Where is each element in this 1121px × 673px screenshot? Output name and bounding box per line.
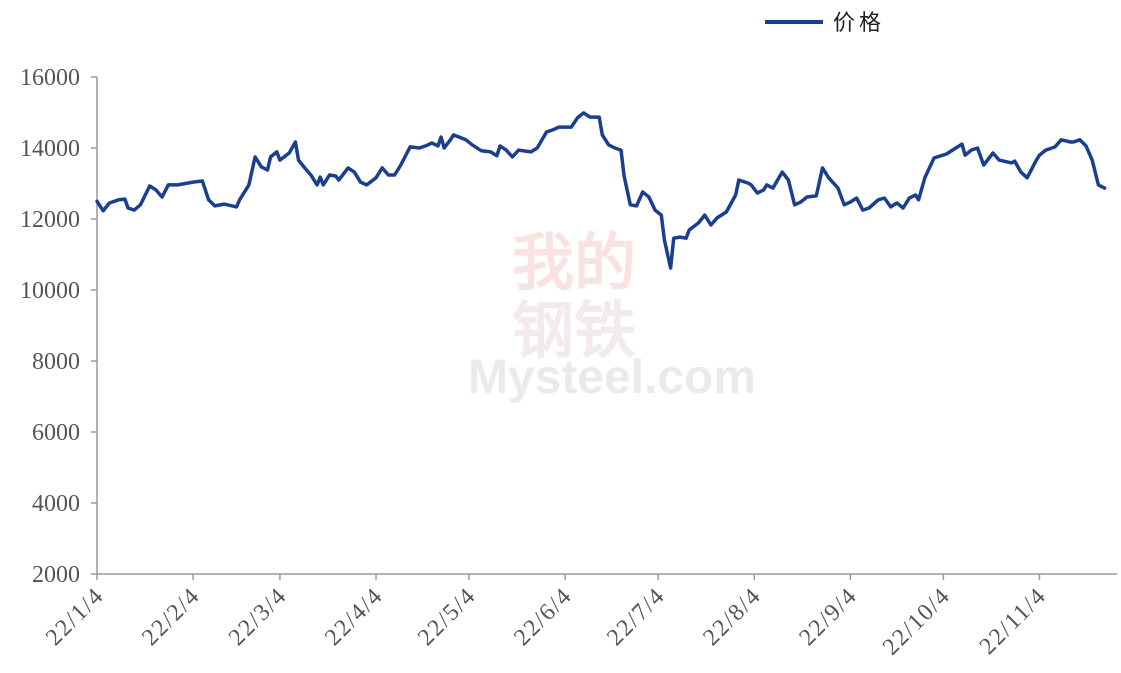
legend-label: 价格 bbox=[833, 10, 885, 35]
x-tick-label: 22/9/4 bbox=[794, 583, 862, 651]
x-axis-ticks: 22/1/4 22/2/4 22/3/4 22/4/4 22/5/4 22/6/4 22/7… bbox=[41, 574, 1052, 661]
watermark-text-line2: 钢铁 bbox=[512, 294, 636, 367]
watermark-text-line1: 我的 bbox=[512, 226, 636, 299]
x-tick-label: 22/6/4 bbox=[509, 583, 577, 651]
x-tick-label: 22/8/4 bbox=[698, 583, 766, 651]
x-tick-label: 22/4/4 bbox=[320, 583, 388, 651]
y-tick-label: 8000 bbox=[32, 349, 80, 375]
x-tick-label: 22/3/4 bbox=[224, 583, 292, 651]
price-series-line bbox=[95, 111, 1107, 270]
y-tick-label: 6000 bbox=[32, 420, 80, 446]
axes bbox=[96, 77, 1117, 575]
watermark: 我的 钢铁 Mysteel.com bbox=[468, 226, 756, 404]
x-tick-label: 22/11/4 bbox=[975, 583, 1052, 660]
x-tick-label: 22/1/4 bbox=[41, 583, 109, 651]
y-tick-label: 16000 bbox=[20, 65, 80, 91]
y-tick-label: 14000 bbox=[20, 136, 80, 162]
y-tick-label: 10000 bbox=[20, 278, 80, 304]
x-tick-label: 22/7/4 bbox=[602, 583, 670, 651]
x-tick-label: 22/10/4 bbox=[878, 583, 956, 661]
y-axis-ticks: 16000 14000 12000 10000 8000 6000 4000 2000 bbox=[20, 65, 97, 588]
y-tick-label: 2000 bbox=[32, 562, 80, 588]
watermark-brand: Mysteel.com bbox=[468, 351, 756, 404]
y-tick-label: 4000 bbox=[32, 491, 80, 517]
series-layer bbox=[95, 111, 1107, 270]
x-tick-label: 22/5/4 bbox=[413, 583, 481, 651]
legend: 价格 bbox=[765, 10, 885, 35]
y-tick-label: 12000 bbox=[20, 207, 80, 233]
x-tick-label: 22/2/4 bbox=[137, 583, 205, 651]
